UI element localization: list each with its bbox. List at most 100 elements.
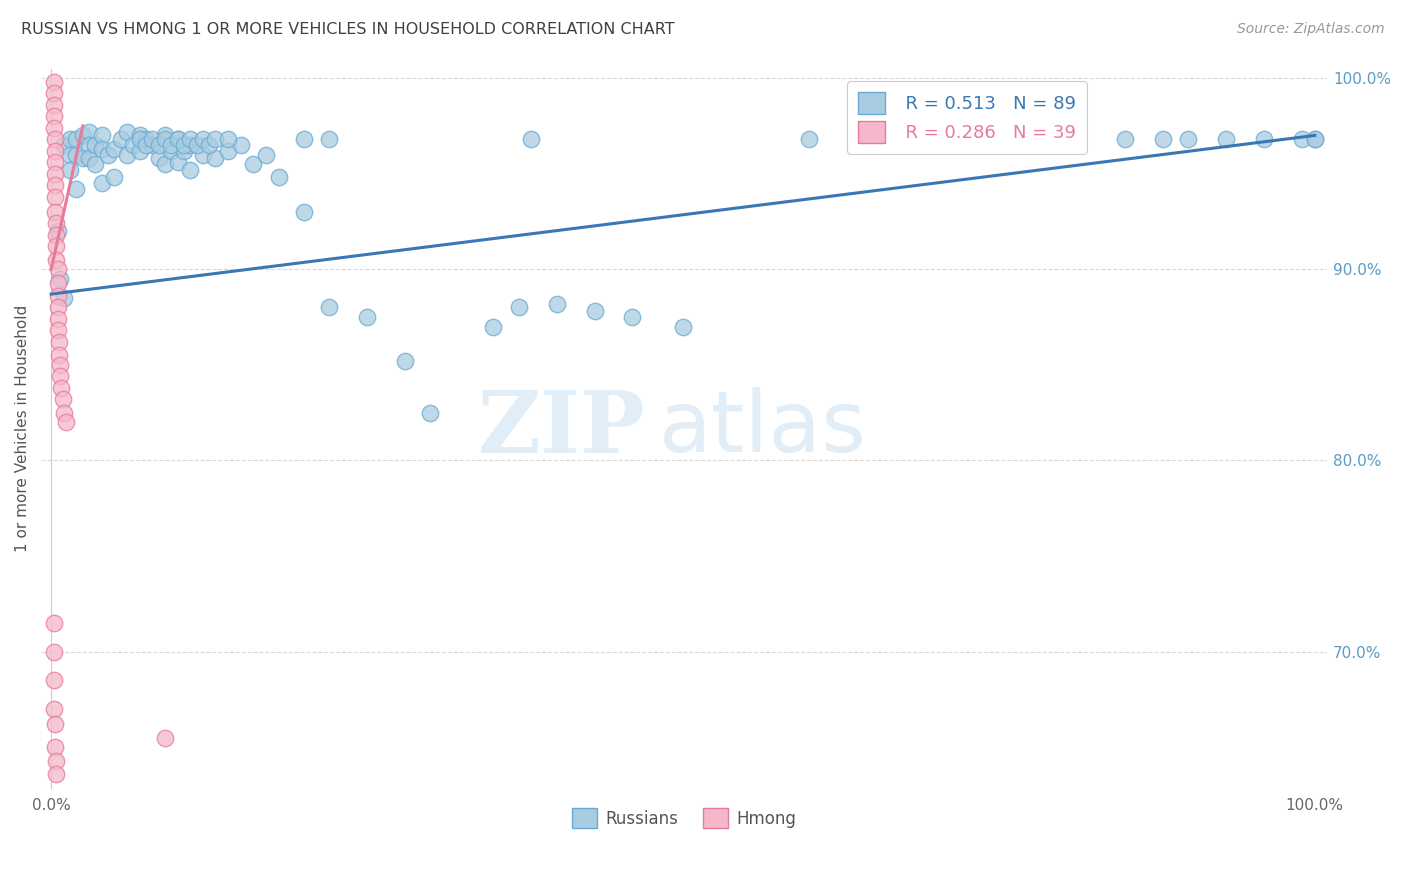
Point xyxy=(46,301,69,315)
Point xyxy=(65,132,87,146)
Point xyxy=(153,128,176,143)
Point xyxy=(44,132,66,146)
Point xyxy=(42,644,65,658)
Point xyxy=(520,132,543,146)
Point xyxy=(672,319,695,334)
Point xyxy=(292,205,315,219)
Point xyxy=(135,132,157,146)
Point xyxy=(90,142,112,156)
Point xyxy=(229,138,252,153)
Point xyxy=(198,138,221,153)
Point xyxy=(65,147,87,161)
Point xyxy=(46,224,69,238)
Point xyxy=(65,182,87,196)
Point xyxy=(148,152,170,166)
Point xyxy=(1253,132,1275,146)
Point xyxy=(217,144,239,158)
Point xyxy=(318,132,340,146)
Point xyxy=(128,144,150,158)
Point xyxy=(46,276,69,290)
Point xyxy=(115,147,138,161)
Point xyxy=(46,289,69,303)
Point xyxy=(254,147,277,161)
Point xyxy=(141,138,163,153)
Point xyxy=(318,301,340,315)
Point xyxy=(72,128,94,143)
Point xyxy=(128,132,150,146)
Point xyxy=(44,717,66,731)
Point xyxy=(52,138,75,153)
Point xyxy=(153,132,176,146)
Point xyxy=(394,354,416,368)
Point xyxy=(45,227,67,242)
Point xyxy=(42,98,65,112)
Point xyxy=(217,132,239,146)
Point xyxy=(45,239,67,253)
Point xyxy=(1114,132,1136,146)
Point xyxy=(508,301,530,315)
Point xyxy=(45,252,67,267)
Point xyxy=(44,167,66,181)
Point xyxy=(44,144,66,158)
Point xyxy=(59,132,82,146)
Point xyxy=(42,615,65,630)
Point xyxy=(77,138,100,153)
Point xyxy=(135,138,157,153)
Point xyxy=(419,406,441,420)
Point xyxy=(153,731,176,745)
Point xyxy=(55,415,77,429)
Point xyxy=(45,216,67,230)
Point xyxy=(42,120,65,135)
Point xyxy=(160,144,183,158)
Point xyxy=(862,132,884,146)
Point xyxy=(52,406,75,420)
Point xyxy=(122,138,145,153)
Point xyxy=(45,767,67,781)
Point xyxy=(166,132,188,146)
Point xyxy=(103,142,125,156)
Point xyxy=(44,155,66,169)
Point xyxy=(42,75,65,89)
Point xyxy=(186,138,208,153)
Point xyxy=(1050,132,1073,146)
Point xyxy=(103,170,125,185)
Point xyxy=(173,144,195,158)
Point xyxy=(59,162,82,177)
Point xyxy=(204,152,226,166)
Point xyxy=(46,323,69,337)
Point xyxy=(52,392,75,407)
Point xyxy=(166,132,188,146)
Point xyxy=(84,157,107,171)
Point xyxy=(153,157,176,171)
Text: RUSSIAN VS HMONG 1 OR MORE VEHICLES IN HOUSEHOLD CORRELATION CHART: RUSSIAN VS HMONG 1 OR MORE VEHICLES IN H… xyxy=(21,22,675,37)
Point xyxy=(482,319,505,334)
Point xyxy=(1303,132,1326,146)
Point xyxy=(925,132,948,146)
Point xyxy=(51,381,73,395)
Point xyxy=(115,125,138,139)
Point xyxy=(42,109,65,123)
Text: Source: ZipAtlas.com: Source: ZipAtlas.com xyxy=(1237,22,1385,37)
Point xyxy=(110,132,132,146)
Point xyxy=(546,296,568,310)
Point xyxy=(46,312,69,326)
Point xyxy=(52,291,75,305)
Point xyxy=(44,740,66,755)
Text: atlas: atlas xyxy=(658,387,866,470)
Point xyxy=(44,189,66,203)
Legend: Russians, Hmong: Russians, Hmong xyxy=(565,801,803,835)
Point xyxy=(583,304,606,318)
Point xyxy=(48,334,70,349)
Point xyxy=(191,147,214,161)
Point xyxy=(59,147,82,161)
Point xyxy=(191,132,214,146)
Point xyxy=(49,358,72,372)
Point xyxy=(356,310,378,324)
Point xyxy=(44,205,66,219)
Point xyxy=(84,138,107,153)
Point xyxy=(799,132,821,146)
Point xyxy=(1291,132,1313,146)
Point xyxy=(42,702,65,716)
Point xyxy=(42,87,65,101)
Point xyxy=(1215,132,1237,146)
